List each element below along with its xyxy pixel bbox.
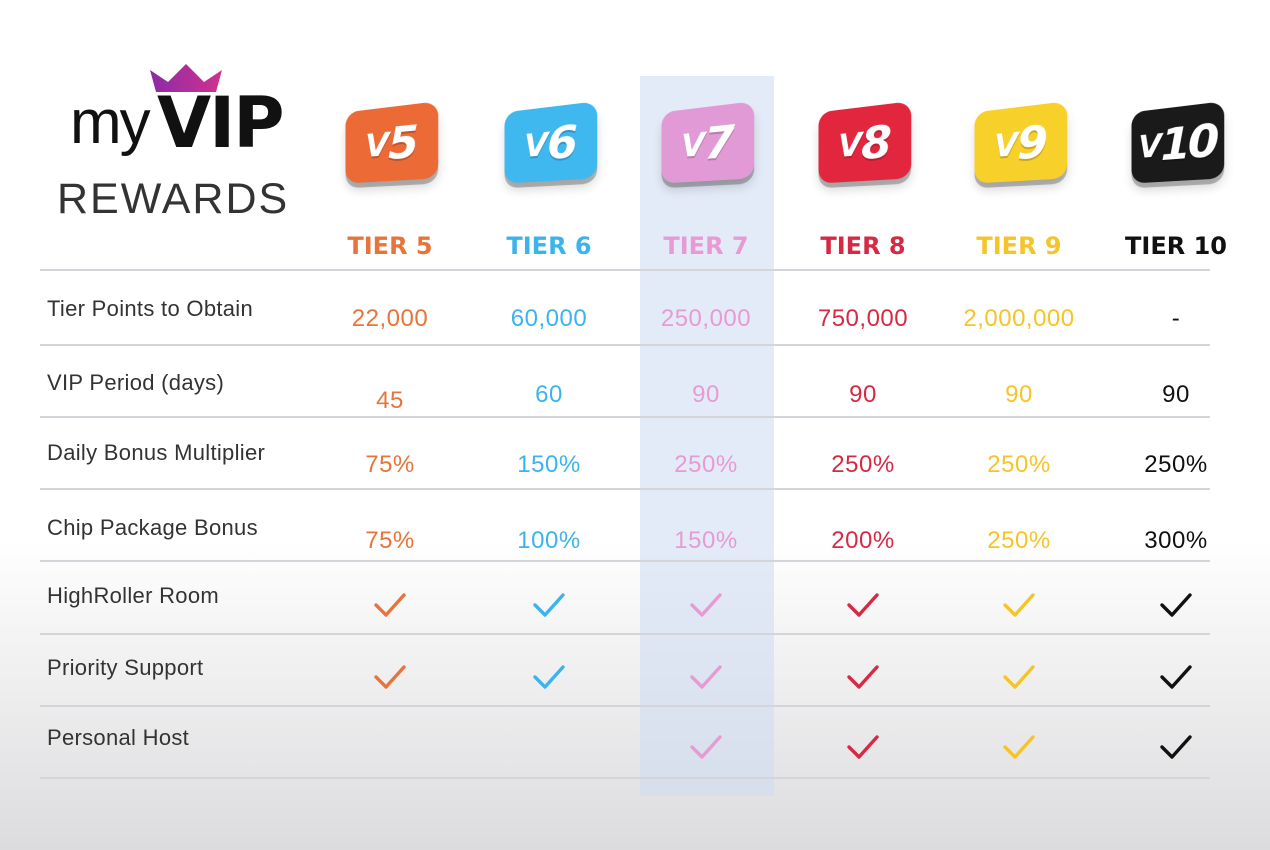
table-cell: 100% (517, 527, 581, 554)
checkmark-icon (631, 732, 781, 767)
table-cell: 90 (849, 381, 877, 408)
table-cell: 150% (517, 451, 581, 478)
row-divider (40, 488, 1210, 490)
checkmark-icon (474, 662, 624, 697)
row-label: Daily Bonus Multiplier (47, 440, 266, 465)
checkmark-icon (788, 732, 938, 767)
row-label: Chip Package Bonus (47, 515, 258, 540)
checkmark-icon (788, 590, 938, 625)
table-cell: 90 (1005, 381, 1033, 408)
row-label: HighRoller Room (47, 583, 220, 608)
checkmark-icon (631, 662, 781, 697)
checkmark-icon (1101, 662, 1251, 697)
table-cell: 250% (831, 451, 895, 478)
tier-5-label: TIER 5 (347, 232, 433, 260)
crown-icon (150, 64, 222, 92)
row-divider (40, 416, 1210, 418)
table-cell: 750,000 (817, 305, 909, 332)
table-cell: 300% (1144, 527, 1208, 554)
checkmark-icon (944, 662, 1094, 697)
row-divider (40, 269, 1210, 271)
table-cell: 22,000 (351, 305, 429, 332)
tier-8-label: TIER 8 (820, 232, 906, 260)
tier-7-label: TIER 7 (663, 232, 749, 260)
row-divider (40, 560, 1210, 562)
table-cell: 150% (674, 527, 738, 554)
logo-my: my (70, 88, 151, 157)
tier-7-highlight (640, 76, 774, 796)
tier-9-label: TIER 9 (976, 232, 1062, 260)
row-label: Tier Points to Obtain (47, 296, 254, 321)
table-cell: 250% (987, 527, 1051, 554)
logo-vip: VIP (157, 82, 285, 164)
checkmark-icon (944, 732, 1094, 767)
row-divider (40, 344, 1210, 346)
checkmark-icon (315, 662, 465, 697)
checkmark-icon (474, 590, 624, 625)
table-cell: 45 (376, 387, 404, 414)
row-label: Priority Support (47, 655, 204, 680)
checkmark-icon (788, 662, 938, 697)
tier-10-label: TIER 10 (1125, 232, 1227, 260)
table-cell: 200% (831, 527, 895, 554)
table-cell: 250% (987, 451, 1051, 478)
table-cell: 250% (674, 451, 738, 478)
row-divider (40, 705, 1210, 707)
table-cell: 75% (365, 527, 415, 554)
table-cell: 90 (1162, 381, 1190, 408)
tier-10-badge-icon: V 10 (1131, 101, 1225, 184)
table-cell: - (1171, 305, 1181, 332)
table-cell: 60 (535, 381, 563, 408)
row-divider (40, 777, 1210, 779)
table-cell: 75% (365, 451, 415, 478)
checkmark-icon (631, 590, 781, 625)
checkmark-icon (315, 590, 465, 625)
checkmark-icon (1101, 732, 1251, 767)
logo-rewards: REWARDS (57, 175, 290, 223)
row-label: VIP Period (days) (47, 370, 225, 395)
tier-6-label: TIER 6 (506, 232, 592, 260)
table-cell: 90 (692, 381, 720, 408)
row-label: Personal Host (47, 725, 190, 750)
table-cell: 2,000,000 (963, 305, 1075, 332)
table-cell: 250% (1144, 451, 1208, 478)
table-cell: 250,000 (660, 305, 752, 332)
checkmark-icon (944, 590, 1094, 625)
table-cell: 60,000 (510, 305, 588, 332)
checkmark-icon (1101, 590, 1251, 625)
row-divider (40, 633, 1210, 635)
